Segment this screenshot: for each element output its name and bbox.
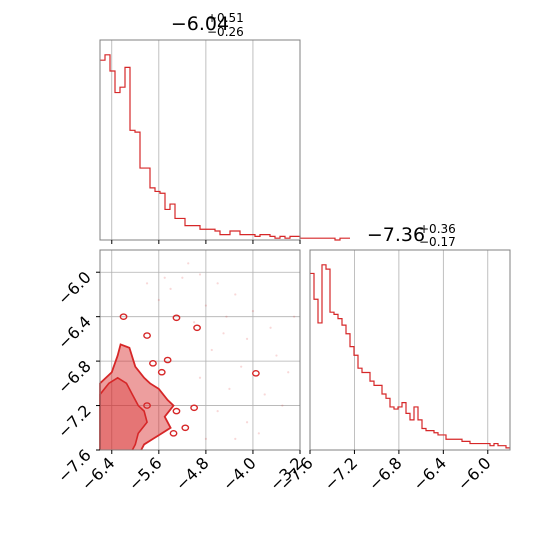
- marginal-y-gridlines: [309, 250, 489, 450]
- marginal-y-tick-label: −7.2: [320, 453, 361, 494]
- marginal-y-tick-label: −6.8: [365, 453, 406, 494]
- joint-sample-point: [245, 421, 249, 424]
- joint-x-tick-label: −5.6: [125, 453, 166, 494]
- joint-sample-point: [251, 310, 255, 313]
- joint-contour-island: [157, 368, 166, 376]
- joint-panel: −6.4 −5.6 −4.8 −4.0 −3.2 −6.0−6.4−6.8−7.2−7.…: [54, 249, 307, 494]
- joint-y-tick-label: −6.8: [54, 357, 95, 398]
- joint-scatter: [145, 262, 296, 440]
- joint-y-tick-label: −6.4: [54, 312, 95, 353]
- joint-sample-point: [216, 410, 219, 413]
- joint-sample-point: [204, 437, 207, 440]
- joint-contour-island: [169, 430, 178, 437]
- joint-y-ticks: −6.0−6.4−6.8−7.2−7.6: [54, 268, 100, 486]
- joint-outer-contour: [99, 343, 175, 451]
- marginal-x-title-plus: +0.51: [207, 11, 244, 25]
- joint-sample-point: [210, 348, 213, 352]
- joint-contour-island: [119, 313, 128, 320]
- joint-y-tick-label: −6.0: [54, 268, 95, 309]
- joint-x-tick-label: −4.8: [172, 453, 213, 494]
- joint-sample-point: [145, 282, 149, 285]
- marginal-x-panel: −6.04 +0.51 −0.26: [99, 11, 350, 244]
- joint-sample-point: [275, 354, 278, 357]
- joint-sample-point: [222, 332, 225, 335]
- joint-contour-island: [172, 314, 181, 322]
- joint-sample-point: [204, 304, 207, 307]
- joint-x-ticks: −6.4 −5.6 −4.8 −4.0 −3.2: [78, 450, 307, 494]
- joint-sample-point: [263, 393, 266, 396]
- joint-sample-point: [269, 326, 272, 329]
- marginal-y-title-plus: +0.36: [419, 222, 456, 236]
- joint-sample-point: [281, 404, 284, 407]
- joint-sample-point: [234, 293, 237, 296]
- marginal-y-tick-label: −6.0: [454, 453, 495, 494]
- joint-contour-island: [193, 324, 201, 332]
- joint-contour-island: [251, 370, 260, 377]
- marginal-y-frame: [309, 249, 511, 451]
- marginal-y-tick-label: −6.4: [409, 453, 450, 494]
- joint-contour-island: [190, 404, 199, 412]
- joint-sample-point: [198, 273, 202, 276]
- marginal-x-histogram: [100, 54, 350, 241]
- joint-sample-point: [157, 298, 160, 302]
- joint-contour-islands: [119, 313, 260, 437]
- joint-middle-contour: [99, 376, 148, 451]
- marginal-y-title: −7.36: [367, 224, 425, 246]
- joint-contour-island: [149, 360, 157, 367]
- joint-density-fill: [100, 344, 174, 450]
- joint-sample-point: [187, 262, 190, 265]
- marginal-y-title-minus: −0.17: [419, 235, 456, 249]
- joint-sample-point: [193, 321, 196, 324]
- joint-frame: [99, 249, 301, 451]
- joint-contour-island: [172, 407, 181, 415]
- marginal-x-title: −6.04: [171, 13, 229, 35]
- joint-sample-point: [257, 432, 260, 435]
- joint-sample-point: [225, 315, 228, 318]
- joint-sample-point: [228, 387, 231, 390]
- joint-x-tick-label: −4.0: [219, 453, 260, 494]
- joint-sample-point: [163, 276, 166, 279]
- joint-sample-point: [198, 376, 202, 379]
- joint-sample-point: [234, 437, 237, 440]
- marginal-y-tick-label: −7.6: [276, 453, 317, 494]
- joint-sample-point: [216, 282, 219, 285]
- joint-sample-point: [169, 287, 172, 290]
- joint-contour-island: [143, 332, 151, 339]
- joint-contour-island: [143, 402, 151, 409]
- joint-contour-island: [163, 356, 172, 364]
- marginal-y-panel: −7.6 −7.2 −6.8 −6.4 −6.0 −7.36 +0.36 −0.17: [276, 222, 511, 494]
- joint-sample-point: [245, 337, 249, 340]
- marginal-x-title-minus: −0.26: [207, 25, 244, 39]
- marginal-y-ticks: −7.6 −7.2 −6.8 −6.4 −6.0: [276, 450, 495, 494]
- marginal-x-ticks: [111, 240, 301, 244]
- marginal-x-frame: [99, 39, 301, 241]
- joint-sample-point: [181, 276, 184, 279]
- joint-sample-point: [293, 315, 296, 318]
- marginal-y-histogram: [310, 264, 510, 449]
- joint-sample-point: [287, 371, 290, 374]
- joint-y-tick-label: −7.2: [54, 401, 95, 442]
- joint-sample-point: [240, 365, 243, 368]
- joint-contour-island: [181, 424, 190, 432]
